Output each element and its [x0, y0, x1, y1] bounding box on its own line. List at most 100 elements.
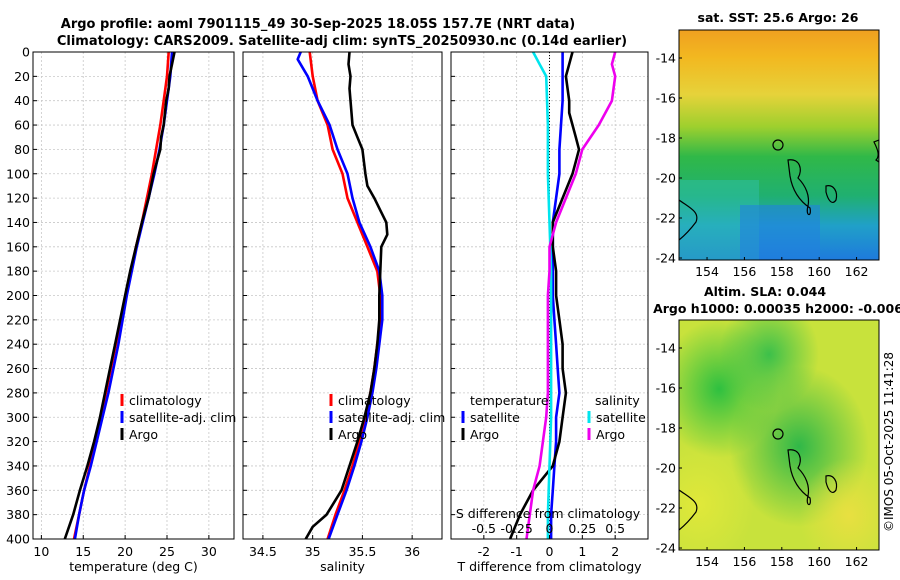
coast-sst-1	[679, 199, 698, 241]
s-tick-label: 0	[546, 521, 554, 536]
map-x-tick-label: 154	[695, 554, 719, 569]
x-tick-label: 35	[305, 544, 321, 559]
map-y-tick-label: -20	[656, 461, 676, 476]
s-tick-label: 0.5	[605, 521, 625, 536]
y-tick-label: 80	[14, 142, 30, 157]
map-y-tick-label: -22	[656, 211, 676, 226]
salinity-panel: 34.5 35 35.5 36 salinity	[242, 51, 443, 574]
difference-panel: -2 -1 0 1 2T difference from climatology -0.5…	[450, 51, 649, 574]
series-line-s-satellite	[531, 51, 553, 539]
legend-label-argo: Argo	[338, 427, 367, 442]
x-tick-label: 15	[75, 544, 91, 559]
legend-label-satellite: satellite-adj. clim	[338, 410, 445, 425]
legend-label-s-argo: Argo	[596, 427, 625, 442]
legend-label-climatology: climatology	[338, 393, 411, 408]
legend-title-salinity: salinity	[595, 393, 640, 408]
series-line-argo	[304, 51, 389, 540]
legend-label-t-argo: Argo	[470, 427, 499, 442]
x-tick-label: -2	[478, 544, 490, 559]
x-tick-label: 36	[404, 544, 420, 559]
series-line-argo	[63, 51, 176, 540]
s-difference-label: S difference from climatology	[456, 506, 641, 521]
sst-map-title: sat. SST: 25.6 Argo: 26	[698, 10, 859, 25]
legend-label-climatology: climatology	[129, 393, 202, 408]
y-tick-label: 300	[6, 410, 30, 425]
y-tick-label: 400	[6, 532, 30, 547]
y-tick-label: 180	[6, 264, 30, 279]
y-tick-label: 100	[6, 166, 30, 181]
coast-sla-3	[825, 475, 838, 494]
argo-position-marker	[772, 428, 784, 440]
map-x-tick-label: 162	[845, 264, 869, 279]
x-tick-label: 0	[546, 544, 554, 559]
x-tick-label: 1	[578, 544, 586, 559]
map-y-tick-label: -18	[656, 131, 676, 146]
sla-map-frame	[678, 319, 880, 551]
y-tick-label: 340	[6, 458, 30, 473]
y-tick-label: 20	[14, 69, 30, 84]
y-tick-label: 240	[6, 337, 30, 352]
legend-title-temperature: temperature	[470, 393, 549, 408]
y-tick-label: 160	[6, 239, 30, 254]
x-axis-label: temperature (deg C)	[69, 559, 198, 574]
s-tick-label: 0.25	[568, 521, 596, 536]
y-tick-label: 40	[14, 93, 30, 108]
y-tick-label: 60	[14, 118, 30, 133]
series-line-s-argo	[525, 51, 617, 540]
title-line1: Argo profile: aoml 7901115_49 30-Sep-202…	[61, 17, 575, 32]
map-y-tick-label: -14	[656, 51, 676, 66]
map-x-tick-label: 160	[807, 264, 831, 279]
map-x-tick-label: 162	[845, 554, 869, 569]
map-y-tick-label: -24	[656, 541, 676, 556]
map-y-tick-label: -16	[656, 381, 676, 396]
y-tick-label: 220	[6, 312, 30, 327]
sst-cold-patch	[740, 205, 820, 260]
x-tick-label: 34.5	[249, 544, 277, 559]
sla-map-title-1: Altim. SLA: 0.044	[704, 284, 826, 299]
x-tick-label: 2	[611, 544, 619, 559]
sla-map-title-2: Argo h1000: 0.00035 h2000: -0.006	[653, 301, 900, 316]
y-tick-label: 0	[22, 45, 30, 60]
map-y-tick-label: -16	[656, 91, 676, 106]
map-x-tick-label: 158	[770, 554, 794, 569]
s-tick-label: -0.25	[500, 521, 532, 536]
x-tick-label: 10	[33, 544, 49, 559]
map-y-tick-label: -24	[656, 251, 676, 266]
sla-map: Altim. SLA: 0.044 Argo h1000: 0.00035 h2…	[653, 284, 900, 569]
legend-label-satellite: satellite-adj. clim	[129, 410, 236, 425]
x-tick-label: 25	[159, 544, 175, 559]
y-tick-label: 280	[6, 385, 30, 400]
map-y-tick-label: -22	[656, 501, 676, 516]
x-tick-label: 20	[117, 544, 133, 559]
argo-position-marker	[772, 139, 784, 151]
title-line2: Climatology: CARS2009. Satellite-adj cli…	[57, 34, 627, 49]
x-tick-label: -1	[510, 544, 522, 559]
x-tick-label: 35.5	[348, 544, 376, 559]
map-y-tick-label: -14	[656, 341, 676, 356]
coast-sla-2	[787, 449, 811, 506]
y-tick-label: 320	[6, 434, 30, 449]
sst-map-frame	[678, 29, 880, 261]
sla-anomaly-5	[679, 320, 879, 550]
map-y-tick-label: -18	[656, 421, 676, 436]
map-x-tick-label: 156	[732, 554, 756, 569]
map-x-tick-label: 158	[770, 264, 794, 279]
sst-map-ticks: 154 156 158 160 162 -14 -16 -18 -20 -22 -24	[656, 51, 869, 280]
coast-sla-1	[679, 489, 698, 531]
y-tick-label: 200	[6, 288, 30, 303]
legend-label-argo: Argo	[129, 427, 158, 442]
legend-label-t-satellite: satellite	[470, 410, 520, 425]
map-x-tick-label: 160	[807, 554, 831, 569]
series-line-t-argo	[508, 51, 581, 540]
y-tick-label: 260	[6, 361, 30, 376]
map-x-tick-label: 156	[732, 264, 756, 279]
salinity-legend: climatology satellite-adj. clim Argo	[329, 393, 445, 442]
coast-sst-3	[825, 185, 838, 204]
sla-map-ticks: 154 156 158 160 162 -14 -16 -18 -20 -22 -24	[656, 341, 869, 570]
y-tick-label: 120	[6, 191, 30, 206]
x-tick-label: 30	[201, 544, 217, 559]
difference-legend: temperature satellite Argo salinity sate…	[461, 393, 646, 442]
y-tick-label: 380	[6, 507, 30, 522]
